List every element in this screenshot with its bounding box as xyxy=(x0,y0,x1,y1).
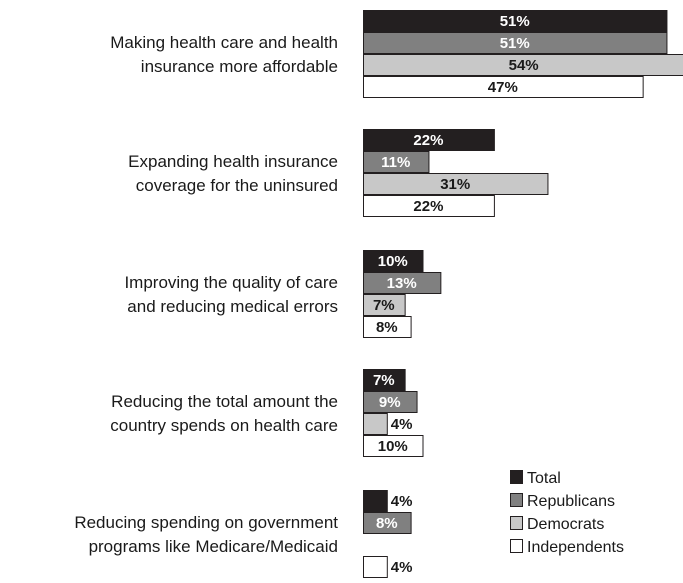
data-label: 10% xyxy=(378,438,408,455)
data-label: 7% xyxy=(373,297,395,314)
legend-swatch-republicans xyxy=(510,493,523,507)
bar-independents xyxy=(363,195,495,217)
data-label: 7% xyxy=(373,372,395,389)
legend-label: Democrats xyxy=(527,516,604,533)
legend-label: Independents xyxy=(527,539,624,556)
bar-democrats xyxy=(363,173,549,195)
bar-independents xyxy=(363,316,412,338)
category-label: insurance more affordable xyxy=(141,57,338,76)
category-label: Improving the quality of care xyxy=(124,273,338,292)
bar-republicans xyxy=(363,151,430,173)
bar-independents xyxy=(363,435,424,457)
bar-republicans xyxy=(363,32,668,54)
bar-independents xyxy=(363,76,644,98)
data-label: 4% xyxy=(391,559,413,576)
bar-republicans xyxy=(363,512,412,534)
bar-democrats xyxy=(363,294,406,316)
bar-total xyxy=(363,129,495,151)
category-label: Expanding health insurance xyxy=(128,152,338,171)
data-label: 8% xyxy=(376,319,398,336)
bar-democrats xyxy=(363,54,683,76)
category-label: and reducing medical errors xyxy=(127,297,338,316)
data-label: 47% xyxy=(488,79,518,96)
legend-swatch-democrats xyxy=(510,516,523,530)
data-label: 11% xyxy=(381,154,410,171)
bar-democrats xyxy=(363,413,388,435)
data-label: 9% xyxy=(379,394,401,411)
data-label: 54% xyxy=(509,57,539,74)
category-label: coverage for the uninsured xyxy=(136,176,338,195)
category-label: programs like Medicare/Medicaid xyxy=(89,537,338,556)
bar-republicans xyxy=(363,272,442,294)
data-label: 22% xyxy=(413,198,443,215)
data-label: 13% xyxy=(387,275,417,292)
category-label: Making health care and health xyxy=(110,33,338,52)
data-label: 31% xyxy=(440,176,470,193)
legend-label: Total xyxy=(527,470,561,487)
bar-total xyxy=(363,369,406,391)
bar-independents xyxy=(363,556,388,578)
data-label: 4% xyxy=(391,493,413,510)
category-label: Reducing the total amount the xyxy=(111,392,338,411)
category-label: country spends on health care xyxy=(110,416,338,435)
bar-republicans xyxy=(363,391,418,413)
bar-total xyxy=(363,250,424,272)
category-label: Reducing spending on government xyxy=(74,513,338,532)
data-label: 51% xyxy=(500,35,530,52)
bar-total xyxy=(363,10,668,32)
data-label: 51% xyxy=(500,13,530,30)
data-label: 10% xyxy=(378,253,408,270)
legend-label: Republicans xyxy=(527,493,615,510)
data-label: 8% xyxy=(376,515,398,532)
data-label: 22% xyxy=(413,132,443,149)
bar-total xyxy=(363,490,388,512)
legend-swatch-total xyxy=(510,470,523,484)
data-label: 4% xyxy=(391,416,413,433)
legend-swatch-independents xyxy=(510,539,523,553)
